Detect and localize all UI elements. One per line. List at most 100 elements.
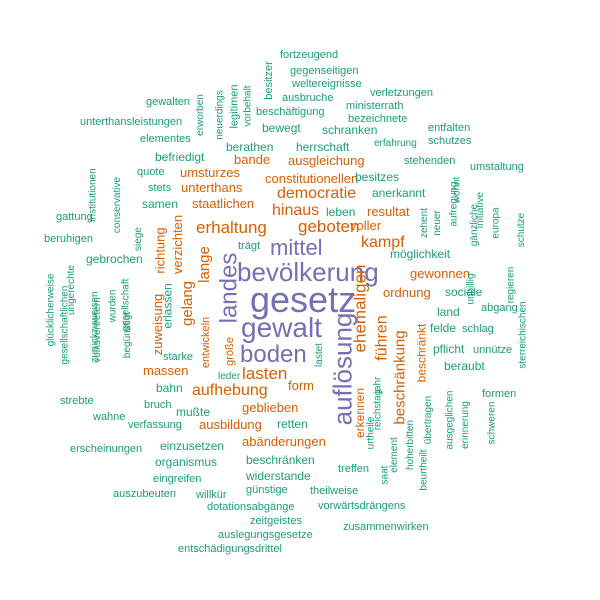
word: umsturzes xyxy=(180,165,240,180)
word: neuerdings xyxy=(214,90,226,140)
word: besitzes xyxy=(355,170,400,184)
word: conservative xyxy=(112,176,124,234)
word: felde xyxy=(430,321,457,335)
word: möglichkeit xyxy=(390,247,451,261)
word: volksvertretern xyxy=(91,297,103,363)
word: samen xyxy=(142,197,179,211)
word: auslegungsgesetze xyxy=(218,529,313,541)
word: legitimen xyxy=(228,84,241,129)
word: günstige xyxy=(246,484,288,496)
word: fortzeugend xyxy=(280,49,339,61)
word: element xyxy=(388,437,400,473)
word: abänderungen xyxy=(242,434,326,449)
word: beraubt xyxy=(444,359,485,373)
word: gesetz xyxy=(250,279,357,320)
word: schweren xyxy=(486,401,498,445)
word: unnütze xyxy=(473,344,513,356)
word: formen xyxy=(482,388,517,400)
word: willkür xyxy=(196,489,227,501)
word: elementes xyxy=(140,133,191,145)
word: starke xyxy=(163,351,193,363)
word: gegenseitigen xyxy=(290,65,359,77)
word: gewalt xyxy=(241,312,322,343)
word: form xyxy=(288,378,314,393)
word: verletzungen xyxy=(370,87,433,99)
word: geboten xyxy=(298,217,360,236)
word: bahn xyxy=(156,381,183,395)
word: lastet xyxy=(313,343,325,367)
word: stets xyxy=(148,182,172,194)
word: sociale xyxy=(445,285,483,299)
word: saat xyxy=(379,465,391,485)
word: zusammenwirken xyxy=(343,521,429,533)
word: widerstande xyxy=(246,469,311,483)
word: unterthansleistungen xyxy=(80,116,183,128)
word: gänzliche xyxy=(469,203,481,247)
word: bande xyxy=(234,152,271,167)
word: beschäftigung xyxy=(256,106,325,118)
word: lasten xyxy=(242,364,288,383)
word: land xyxy=(437,305,460,319)
word: zeitgeistes xyxy=(250,515,302,527)
word: staatlichen xyxy=(192,196,255,211)
word: geblieben xyxy=(242,400,299,415)
word: hinaus xyxy=(272,202,320,219)
word: leben xyxy=(326,205,356,219)
word: gelang xyxy=(179,280,197,327)
word: erlassen xyxy=(160,283,175,329)
word: mittel xyxy=(270,235,323,260)
word: bezeichnete xyxy=(348,113,408,125)
word: zehent xyxy=(419,207,431,239)
word: ausgleichung xyxy=(288,153,365,168)
word: sterreichischen xyxy=(517,301,529,369)
word: befriedigt xyxy=(155,150,205,164)
word: gesellschaftlichen xyxy=(59,285,71,365)
word: herrschaft xyxy=(296,140,350,154)
word: jahr xyxy=(372,376,384,394)
word: quote xyxy=(137,166,165,178)
word: erworben xyxy=(194,94,206,136)
word: einzusetzen xyxy=(160,439,225,453)
word: ausbruche xyxy=(282,92,334,104)
word: resultat xyxy=(367,204,410,219)
word: stehenden xyxy=(404,155,456,167)
word: begünstigt xyxy=(122,311,134,359)
word: schlag xyxy=(462,323,494,335)
word: weltereignisse xyxy=(292,78,362,90)
word: europa xyxy=(490,207,502,239)
word: regieren xyxy=(505,266,517,304)
word: verfassung xyxy=(128,419,182,431)
word: lange xyxy=(195,246,213,283)
word: pflicht xyxy=(433,342,465,356)
word: urtheile xyxy=(365,416,377,450)
word: retten xyxy=(277,417,308,431)
word: beschränkt xyxy=(414,323,429,383)
word: glücklicherweise xyxy=(45,273,57,347)
word: wahne xyxy=(93,411,126,423)
word: theilweise xyxy=(310,485,359,497)
word: beurtheilt xyxy=(418,449,430,491)
word: schutze xyxy=(516,212,528,248)
word: schranken xyxy=(322,123,378,137)
word: führen xyxy=(373,315,391,361)
word: berathen xyxy=(226,140,274,154)
word: siege xyxy=(132,227,144,251)
word: bewegt xyxy=(262,121,301,135)
word: democratie xyxy=(277,185,357,202)
word: aufregung xyxy=(448,181,460,227)
word: trägt xyxy=(238,240,261,252)
word: ausgeglichen xyxy=(444,390,456,450)
word: erkennen xyxy=(353,387,368,439)
word: neuer xyxy=(431,210,443,236)
word: entfalten xyxy=(428,122,471,134)
word: vorbehalt xyxy=(242,85,254,127)
word: erfahrung xyxy=(374,138,417,149)
word: wurden xyxy=(107,289,119,323)
word: kampf xyxy=(361,234,405,251)
word: beruhigen xyxy=(44,233,93,245)
word: hoherbitten xyxy=(405,419,417,471)
word: massen xyxy=(143,363,189,378)
word: vorwärtsdrängens xyxy=(318,500,406,512)
word: erscheinungen xyxy=(70,443,143,455)
